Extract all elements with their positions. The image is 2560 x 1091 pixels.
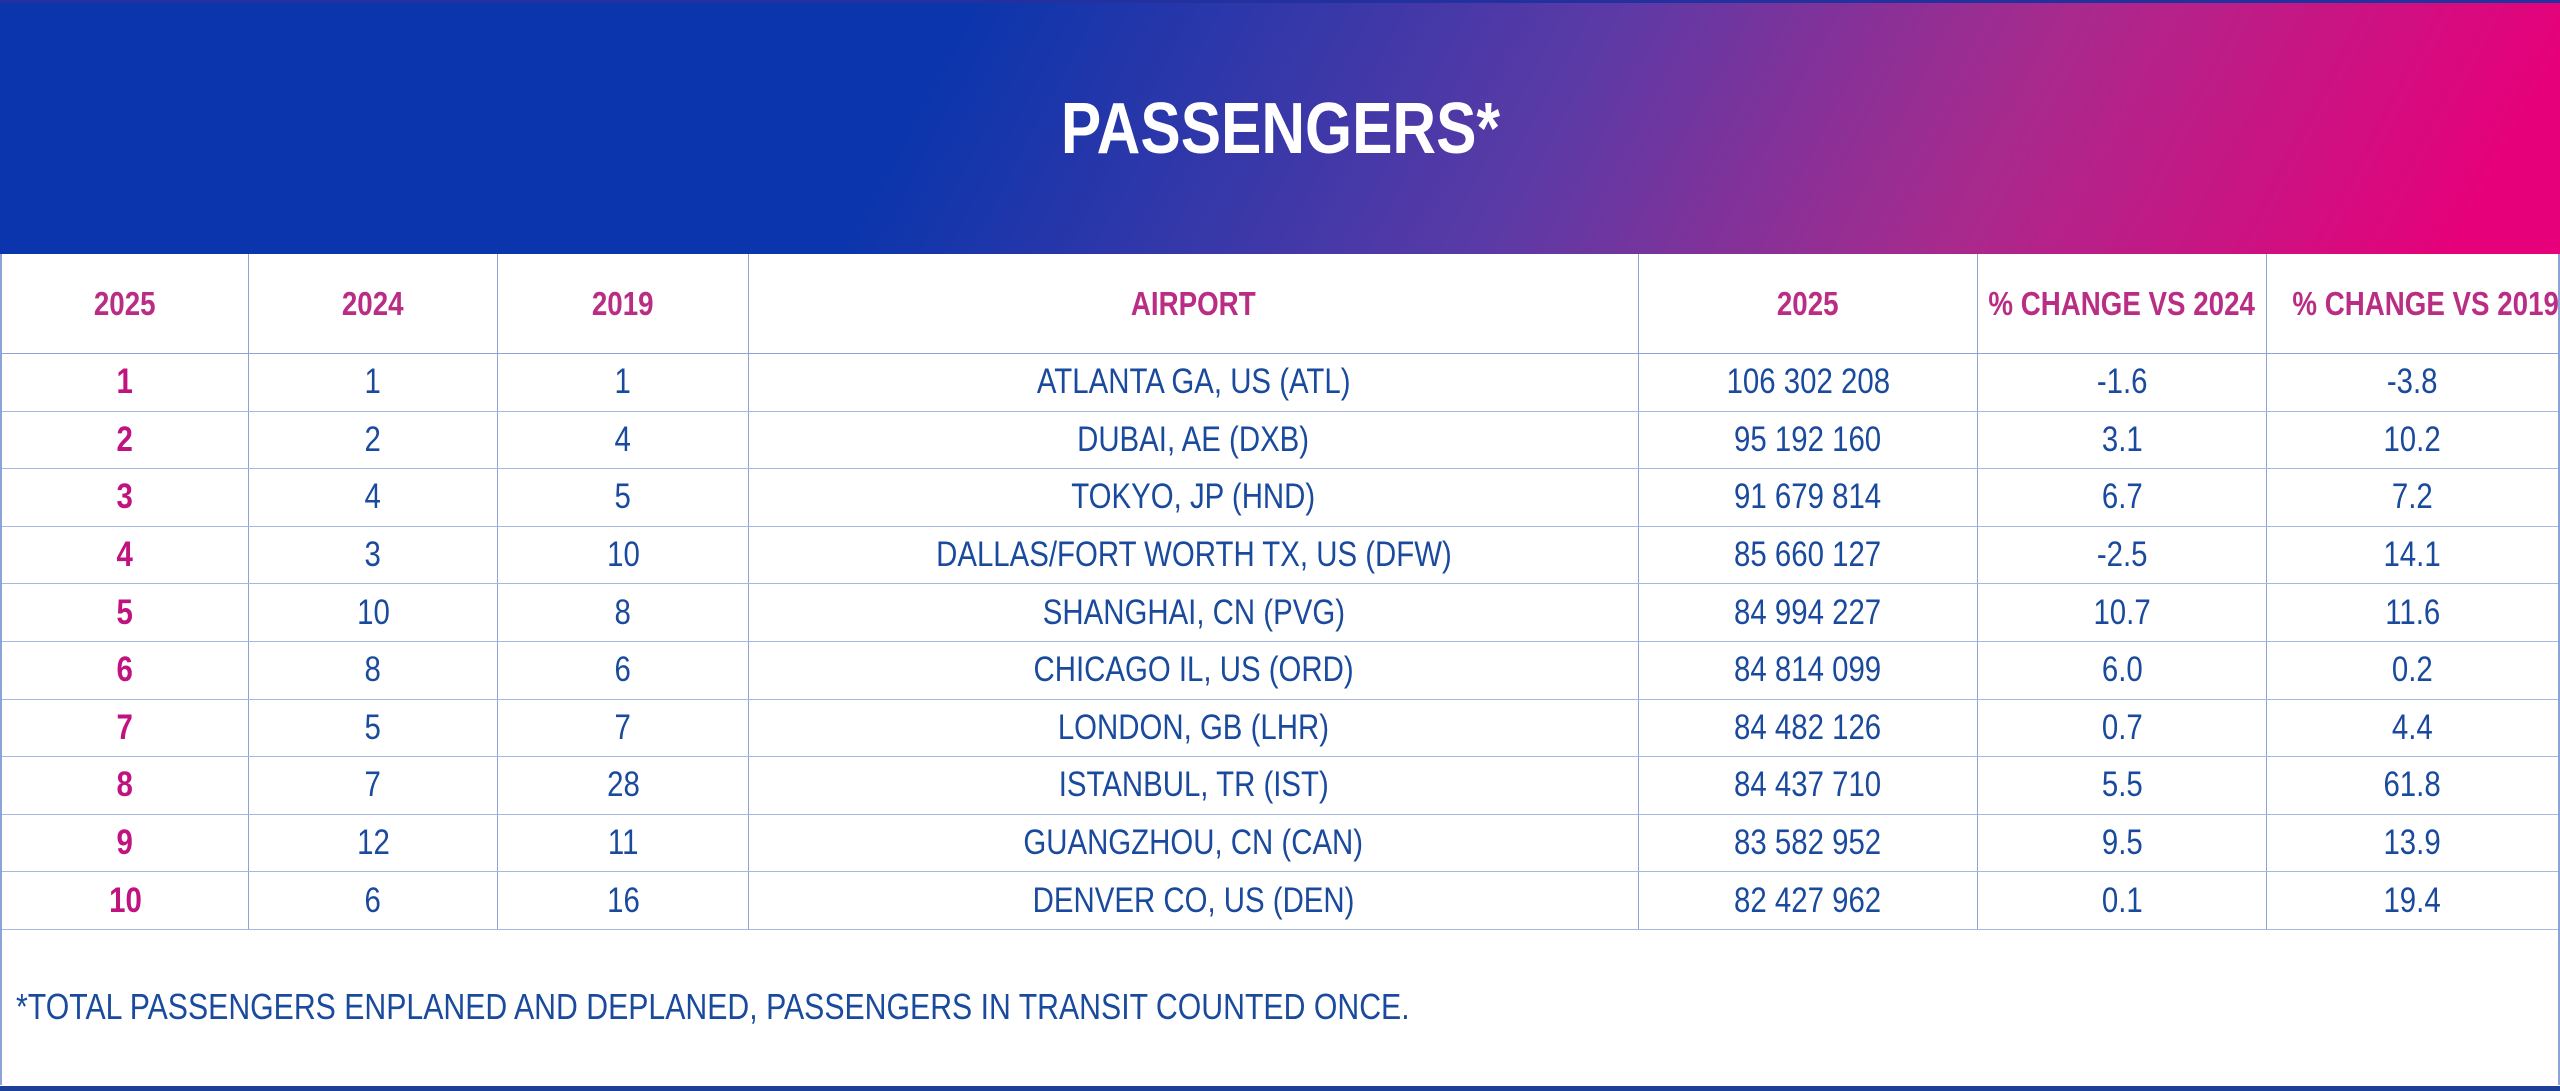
rank-2024-cell: 2 xyxy=(249,411,498,469)
change-vs-2024-cell: -2.5 xyxy=(1978,526,2267,584)
change-vs-2024-cell: 3.1 xyxy=(1978,411,2267,469)
change-vs-2024-cell: 0.1 xyxy=(1978,872,2267,929)
change-vs-2019-cell: 19.4 xyxy=(2383,880,2442,920)
rank-2024-cell: 1 xyxy=(249,354,498,411)
footnote: *TOTAL PASSENGERS ENPLANED AND DEPLANED,… xyxy=(16,986,1675,1028)
passengers-2025-cell: 84 994 227 xyxy=(1639,584,1978,641)
header-banner: PASSENGERS* xyxy=(0,3,2560,254)
airport-cell: ATLANTA GA, US (ATL) xyxy=(749,354,1639,411)
rank-2024-cell: 5 xyxy=(249,699,498,757)
rank-2024-cell: 6 xyxy=(249,872,498,929)
change-vs-2024-cell: 5.5 xyxy=(1978,757,2267,814)
rank-2019-cell: 5 xyxy=(498,469,749,526)
table-row: 7 5 7 LONDON, GB (LHR) 84 482 126 0.7 4.4 xyxy=(2,699,2558,758)
table-row: 5 10 8 SHANGHAI, CN (PVG) 84 994 227 10.7 11.6 xyxy=(2,584,2558,642)
airport-cell: ISTANBUL, TR (IST) xyxy=(749,757,1639,814)
column-header-rank-2024: 2024 xyxy=(249,254,498,353)
column-header-airport: AIRPORT xyxy=(749,254,1639,353)
change-vs-2019-cell: 61.8 xyxy=(2383,765,2442,805)
airport-cell: CHICAGO IL, US (ORD) xyxy=(749,641,1639,699)
column-header-rank-2019: 2019 xyxy=(498,254,749,353)
column-header-passengers-2025: 2025 xyxy=(1639,254,1978,353)
rank-2025-cell: 10 xyxy=(2,872,249,929)
airport-cell: SHANGHAI, CN (PVG) xyxy=(749,584,1639,641)
airport-cell: TOKYO, JP (HND) xyxy=(749,469,1639,526)
change-vs-2019-cell: 13.9 xyxy=(2383,823,2442,863)
rank-2025-cell: 4 xyxy=(2,526,249,584)
rank-2025-cell: 6 xyxy=(2,641,249,699)
passengers-2025-cell: 95 192 160 xyxy=(1639,411,1978,469)
table-body: 1 1 1 ATLANTA GA, US (ATL) 106 302 208 -1.6 -3… xyxy=(2,354,2558,930)
change-vs-2019-cell: 14.1 xyxy=(2383,535,2442,575)
change-vs-2019-cell: 11.6 xyxy=(2384,592,2441,632)
passengers-2025-cell: 106 302 208 xyxy=(1639,354,1978,411)
table-row: 9 12 11 GUANGZHOU, CN (CAN) 83 582 952 9.5 13.… xyxy=(2,814,2558,873)
rank-2025-cell: 3 xyxy=(2,469,249,526)
rank-2019-cell: 16 xyxy=(498,872,749,929)
rank-2019-cell: 7 xyxy=(498,699,749,757)
rank-2024-cell: 7 xyxy=(249,757,498,814)
rankings-table: 2025 2024 2019 AIRPORT 2025 % CHANGE VS … xyxy=(0,254,2560,1085)
column-header-change-vs-2024: % CHANGE VS 2024 xyxy=(1978,254,2267,353)
footnote-text: *TOTAL PASSENGERS ENPLANED AND DEPLANED,… xyxy=(16,986,1410,1028)
page-title: PASSENGERS* xyxy=(1019,88,1542,170)
table-header-row: 2025 2024 2019 AIRPORT 2025 % CHANGE VS … xyxy=(2,254,2559,354)
rank-2025-cell: 8 xyxy=(2,757,249,814)
airport-cell: DENVER CO, US (DEN) xyxy=(749,872,1639,929)
change-vs-2024-cell: 9.5 xyxy=(1978,814,2267,872)
rank-2019-cell: 10 xyxy=(498,526,749,584)
passengers-2025-cell: 83 582 952 xyxy=(1639,814,1978,872)
table-footer: *TOTAL PASSENGERS ENPLANED AND DEPLANED,… xyxy=(2,930,2558,1085)
change-vs-2024-cell: 10.7 xyxy=(1978,584,2267,641)
airport-cell: GUANGZHOU, CN (CAN) xyxy=(749,814,1639,872)
table-row: 10 6 16 DENVER CO, US (DEN) 82 427 962 0.1 19.… xyxy=(2,872,2558,930)
table-row: 6 8 6 CHICAGO IL, US (ORD) 84 814 099 6.0 0.2 xyxy=(2,641,2558,700)
table-row: 3 4 5 TOKYO, JP (HND) 91 679 814 6.7 7.2 xyxy=(2,469,2558,527)
rank-2019-cell: 4 xyxy=(498,411,749,469)
rank-2019-cell: 6 xyxy=(498,641,749,699)
table-row: 4 3 10 DALLAS/FORT WORTH TX, US (DFW) 85 660… xyxy=(2,526,2558,585)
passengers-2025-cell: 84 482 126 xyxy=(1639,699,1978,757)
airport-cell: DUBAI, AE (DXB) xyxy=(749,411,1639,469)
airport-cell: DALLAS/FORT WORTH TX, US (DFW) xyxy=(749,526,1639,584)
rank-2024-cell: 8 xyxy=(249,641,498,699)
passengers-2025-cell: 84 437 710 xyxy=(1639,757,1978,814)
table-row: 2 2 4 DUBAI, AE (DXB) 95 192 160 3.1 10.2 xyxy=(2,411,2558,470)
change-vs-2024-cell: 6.0 xyxy=(1978,641,2267,699)
change-vs-2019-cell: 7.2 xyxy=(2392,477,2433,517)
rank-2025-cell: 7 xyxy=(2,699,249,757)
passengers-2025-cell: 84 814 099 xyxy=(1639,641,1978,699)
change-vs-2019-cell: 0.2 xyxy=(2392,650,2433,690)
airport-cell: LONDON, GB (LHR) xyxy=(749,699,1639,757)
column-header-rank-2025: 2025 xyxy=(2,254,249,353)
rank-2024-cell: 3 xyxy=(249,526,498,584)
rank-2025-cell: 5 xyxy=(2,584,249,641)
column-header-change-vs-2019: % CHANGE VS 2019 xyxy=(2292,284,2559,322)
change-vs-2024-cell: -1.6 xyxy=(1978,354,2267,411)
change-vs-2024-cell: 0.7 xyxy=(1978,699,2267,757)
rank-2025-cell: 2 xyxy=(2,411,249,469)
passengers-2025-cell: 91 679 814 xyxy=(1639,469,1978,526)
rank-2024-cell: 10 xyxy=(249,584,498,641)
rank-2019-cell: 11 xyxy=(498,814,749,872)
rank-2024-cell: 4 xyxy=(249,469,498,526)
change-vs-2019-cell: 4.4 xyxy=(2392,707,2433,747)
change-vs-2019-cell: 10.2 xyxy=(2383,419,2442,459)
rank-2025-cell: 1 xyxy=(2,354,249,411)
rank-2025-cell: 9 xyxy=(2,814,249,872)
rank-2024-cell: 12 xyxy=(249,814,498,872)
page-title-text: PASSENGERS* xyxy=(1060,88,1500,169)
rank-2019-cell: 8 xyxy=(498,584,749,641)
rank-2019-cell: 28 xyxy=(498,757,749,814)
change-vs-2024-cell: 6.7 xyxy=(1978,469,2267,526)
table-row: 8 7 28 ISTANBUL, TR (IST) 84 437 710 5.5 61.8 xyxy=(2,757,2558,815)
change-vs-2019-cell: -3.8 xyxy=(2387,362,2438,402)
passengers-2025-cell: 82 427 962 xyxy=(1639,872,1978,929)
passengers-2025-cell: 85 660 127 xyxy=(1639,526,1978,584)
rank-2019-cell: 1 xyxy=(498,354,749,411)
table-row: 1 1 1 ATLANTA GA, US (ATL) 106 302 208 -1.6 -3… xyxy=(2,354,2558,412)
